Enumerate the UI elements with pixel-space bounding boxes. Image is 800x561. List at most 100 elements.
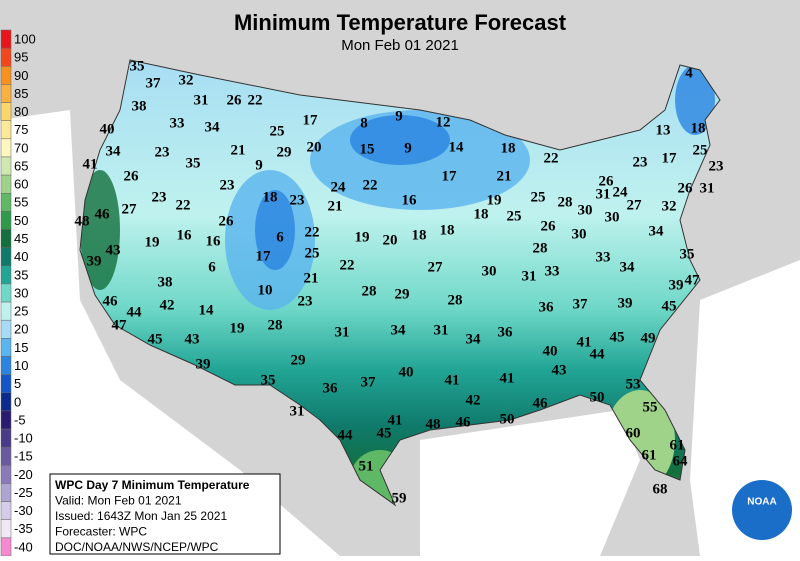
station-value: 9 — [404, 140, 412, 156]
station-value: 23 — [633, 154, 648, 170]
legend-label: -5 — [14, 412, 26, 427]
legend-label: 50 — [14, 213, 28, 228]
station-value: 19 — [487, 192, 502, 208]
station-value: 34 — [106, 143, 122, 159]
info-line: Valid: Mon Feb 01 2021 — [55, 494, 182, 508]
legend-swatch — [0, 356, 12, 375]
station-value: 41 — [388, 412, 403, 428]
cold-area — [675, 65, 715, 135]
legend-swatch — [0, 338, 12, 357]
legend-swatch — [0, 446, 12, 466]
station-value: 29 — [291, 352, 306, 368]
station-value: 25 — [305, 245, 320, 261]
station-value: 40 — [100, 121, 115, 137]
legend-swatch — [0, 156, 12, 176]
legend-label: 95 — [14, 50, 28, 65]
station-value: 26 — [541, 218, 557, 234]
station-value: 36 — [323, 380, 339, 396]
info-heading: WPC Day 7 Minimum Temperature — [55, 478, 250, 492]
station-value: 12 — [436, 114, 451, 130]
station-value: 19 — [230, 320, 245, 336]
station-value: 15 — [360, 141, 375, 157]
station-value: 28 — [268, 317, 283, 333]
station-value: 42 — [160, 297, 175, 313]
station-value: 22 — [176, 197, 191, 213]
cold-area — [255, 190, 295, 270]
station-value: 49 — [641, 330, 656, 346]
station-value: 30 — [605, 209, 620, 225]
station-value: 59 — [392, 490, 407, 506]
station-value: 19 — [355, 229, 370, 245]
station-value: 9 — [395, 108, 403, 124]
station-value: 20 — [307, 139, 322, 155]
station-value: 21 — [231, 142, 246, 158]
station-value: 33 — [545, 263, 560, 279]
station-value: 22 — [363, 177, 378, 193]
legend-swatch — [0, 84, 12, 103]
station-value: 39 — [669, 277, 684, 293]
legend-label: 55 — [14, 195, 28, 210]
station-value: 55 — [643, 399, 658, 415]
station-value: 22 — [544, 150, 559, 166]
station-value: 31 — [434, 322, 449, 338]
legend-label: 35 — [14, 267, 28, 282]
station-value: 41 — [83, 156, 98, 172]
station-value: 43 — [106, 242, 121, 258]
station-value: 31 — [194, 92, 209, 108]
station-value: 35 — [130, 58, 145, 74]
legend-label: -40 — [14, 539, 33, 554]
legend-label: 80 — [14, 104, 28, 119]
legend-swatch — [0, 374, 12, 394]
legend-swatch — [0, 410, 12, 430]
station-value: 23 — [220, 177, 235, 193]
station-value: 34 — [466, 331, 482, 347]
station-value: 25 — [270, 123, 285, 139]
gulf-of-mexico — [420, 410, 640, 556]
station-value: 22 — [248, 92, 263, 108]
station-value: 13 — [656, 122, 671, 138]
station-value: 41 — [577, 334, 592, 350]
subtitle: Mon Feb 01 2021 — [341, 37, 459, 54]
station-value: 46 — [95, 206, 111, 222]
legend-swatch — [0, 483, 12, 502]
legend-label: 20 — [14, 322, 28, 337]
station-value: 31 — [335, 324, 350, 340]
legend-label: 85 — [14, 86, 28, 101]
station-value: 37 — [573, 296, 589, 312]
station-value: 31 — [522, 268, 537, 284]
station-value: 6 — [276, 229, 284, 245]
station-value: 30 — [572, 226, 587, 242]
station-value: 8 — [360, 115, 368, 131]
station-value: 24 — [613, 184, 629, 200]
station-value: 23 — [709, 158, 724, 174]
station-value: 27 — [428, 259, 444, 275]
station-value: 35 — [261, 372, 276, 388]
legend-label: 100 — [14, 32, 36, 47]
station-value: 43 — [185, 331, 200, 347]
station-value: 4 — [685, 65, 693, 81]
legend-label: 60 — [14, 177, 28, 192]
station-value: 28 — [558, 194, 573, 210]
station-value: 21 — [328, 198, 343, 214]
station-value: 38 — [158, 274, 173, 290]
legend-label: 90 — [14, 68, 28, 83]
station-value: 29 — [395, 286, 410, 302]
station-value: 25 — [507, 208, 522, 224]
station-value: 30 — [482, 263, 497, 279]
station-value: 43 — [552, 362, 567, 378]
legend-swatch — [0, 247, 12, 267]
station-value: 61 — [642, 447, 657, 463]
station-value: 32 — [179, 72, 194, 88]
station-value: 26 — [678, 180, 694, 196]
station-value: 34 — [205, 119, 221, 135]
legend-label: -35 — [14, 521, 33, 536]
warm-area — [80, 170, 120, 290]
station-value: 37 — [146, 75, 162, 91]
station-value: 37 — [361, 374, 377, 390]
legend: 1009590858075706560555045403530252015105… — [0, 29, 36, 557]
station-value: 32 — [662, 198, 677, 214]
legend-swatch — [0, 519, 12, 539]
station-value: 22 — [340, 257, 355, 273]
